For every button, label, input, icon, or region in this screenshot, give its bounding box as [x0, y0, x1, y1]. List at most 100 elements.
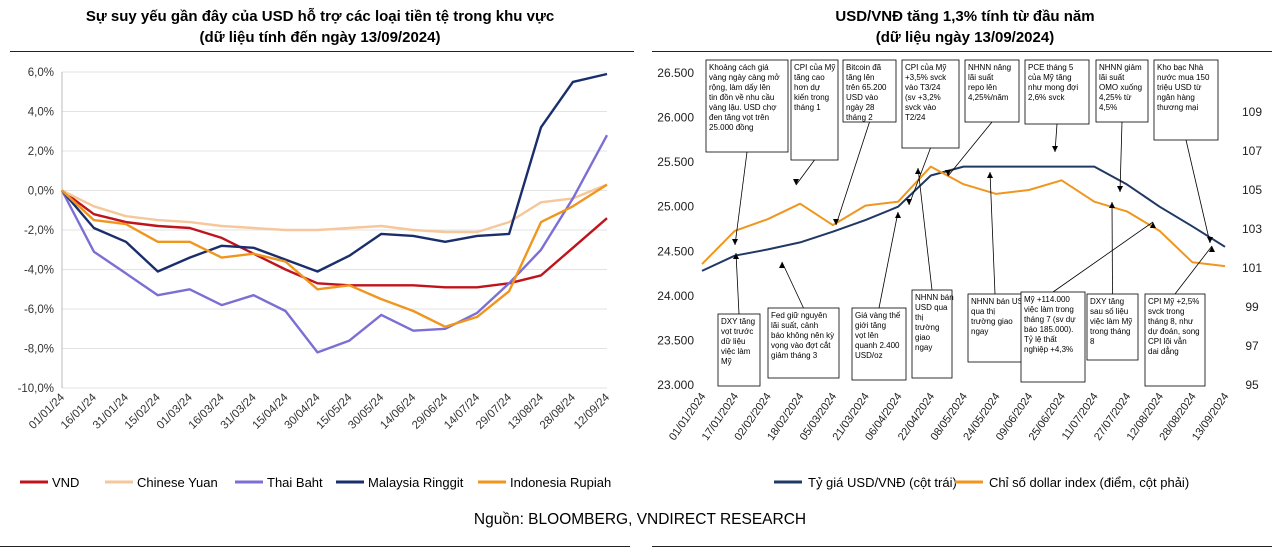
- annotation-box: [1144, 293, 1206, 387]
- annotation-arrow: [795, 159, 815, 186]
- annotation-arrow: [1111, 201, 1113, 295]
- annotation-arrow: [1052, 221, 1154, 293]
- annotation-text-line: dai dẳng: [1148, 347, 1179, 356]
- y-tick-label: -6,0%: [24, 304, 54, 316]
- annotation-box: [705, 59, 789, 153]
- y-tick-label: 6,0%: [28, 67, 54, 79]
- chart1-subtitle: (dữ liệu tính đến ngày 13/09/2024): [199, 29, 441, 46]
- y-left-tick-label: 24.500: [657, 244, 694, 258]
- annotation-arrowhead: [1117, 186, 1123, 192]
- y-right-tick-label: 107: [1242, 144, 1262, 158]
- annotation-text-line: Giá vàng thế: [855, 311, 901, 320]
- y-right-tick-label: 97: [1245, 339, 1259, 353]
- annotation-text-line: Kho bạc Nhà: [1157, 63, 1204, 72]
- annotation-box: [1153, 59, 1219, 141]
- annotation-text-line: lãi suất: [968, 73, 994, 82]
- annotation-text-line: NHNN nâng: [968, 63, 1011, 72]
- annotation-text-line: Khoảng cách giá: [709, 63, 769, 72]
- annotation-box: [790, 59, 839, 161]
- annotation-arrowhead: [915, 168, 921, 174]
- y-right-tick-label: 109: [1242, 105, 1262, 119]
- annotation-text-line: NHNN bán USD: [971, 297, 1029, 306]
- annotation-box: [1024, 59, 1090, 125]
- annotation-text-line: NHNN giảm: [1099, 63, 1142, 72]
- legend-label-thai-baht: Thai Baht: [267, 475, 323, 490]
- y-left-tick-label: 26.500: [657, 66, 694, 80]
- annotation-text: NHNN bán USD qua thị trường giao ngay: [915, 293, 954, 352]
- annotation-arrow: [734, 151, 748, 246]
- annotation-text-line: ngày 28: [846, 103, 875, 112]
- y-tick-label: 4,0%: [28, 107, 54, 119]
- annotation-text: Bitcoin đã tăng lên trên 65.200 USD vào ngày…: [846, 63, 887, 122]
- annotation-text-line: trong tháng: [1090, 327, 1130, 336]
- annotation-arrowhead: [987, 172, 993, 178]
- annotation-text-line: nghiệp +4,3%: [1024, 345, 1073, 354]
- annotation-text-line: báo 185.000).: [1024, 325, 1073, 334]
- series-line-thai-baht: [60, 134, 609, 354]
- annotation-text-line: Tỷ lệ thất: [1024, 335, 1058, 344]
- annotation-box: [911, 289, 953, 379]
- annotation-text-line: lãi suất, cảnh: [771, 321, 818, 330]
- annotation-text-line: DXY tăng: [721, 317, 755, 326]
- annotation-text-line: nước mua 150: [1157, 73, 1210, 82]
- annotation-text-line: tháng 1: [794, 103, 821, 112]
- y-right-tick-label: 95: [1245, 378, 1259, 392]
- annotation-text-line: của Mỹ tăng: [1028, 73, 1072, 82]
- chart1-svg: 6,0% 4,0% 2,0% 0,0% -2,0% -4,0% -6,0% -8,0% -10,…: [18, 67, 613, 490]
- annotation-arrowhead: [1052, 146, 1058, 152]
- series-line-vnd: [61, 189, 608, 289]
- annotation-text-line: Mỹ: [721, 357, 732, 366]
- annotation-text: DXY tăng vọt trước dữ liệu việc làm Mỹ: [721, 317, 755, 366]
- annotation-text-line: CPI của Mỹ: [794, 63, 835, 72]
- chart2-svg: 26.500 26.000 25.500 25.000 24.500 24.000 23.5…: [657, 59, 1262, 490]
- annotation-text-line: rộng, làm dấy lên: [709, 83, 770, 92]
- annotation-arrow: [989, 171, 996, 295]
- annotation-text-line: USD qua: [915, 303, 948, 312]
- annotation-text: PCE tháng 5 của Mỹ tăng như mong đợi 2,6% s…: [1028, 63, 1078, 102]
- annotation-text-line: việc làm Mỹ: [1090, 317, 1132, 326]
- annotation-text-line: Fed giữ nguyên: [771, 311, 827, 320]
- legend-label-malaysia-ringgit: Malaysia Ringgit: [368, 475, 464, 490]
- annotation-box: [967, 293, 1023, 363]
- annotation-text-line: vàng lậu. USD chợ: [709, 103, 777, 112]
- annotation-text-line: 4,25%/năm: [968, 93, 1009, 102]
- annotation-text-line: đen tăng vọt trên: [709, 113, 769, 122]
- annotation-arrow: [908, 147, 931, 206]
- legend-label-chinese-yuan: Chinese Yuan: [137, 475, 218, 490]
- annotation-text-line: vào T3/24: [905, 83, 941, 92]
- annotation-text-line: dữ liệu: [721, 337, 745, 346]
- annotation-text-line: vọng vào đợt cắt: [771, 341, 831, 350]
- annotation-text-line: tăng cao: [794, 73, 825, 82]
- y-left-tick-label: 25.500: [657, 155, 694, 169]
- annotation-text: CPI của Mỹ +3,5% svck vào T3/24 (sv +3,2% sv…: [905, 63, 947, 122]
- annotation-box: [1020, 291, 1086, 383]
- annotation-text-line: repo lên: [968, 83, 997, 92]
- annotation-text-line: 8: [1090, 337, 1095, 346]
- annotation-box: [901, 59, 960, 149]
- annotation-text-line: DXY tăng: [1090, 297, 1124, 306]
- annotation-text: NHNN giảm lãi suất OMO xuống 4,25% từ 4,5%: [1099, 63, 1142, 112]
- annotation-text-line: vọt lên: [855, 331, 879, 340]
- annotation-arrow: [917, 167, 933, 291]
- source-note: Nguồn: BLOOMBERG, VNDIRECT RESEARCH: [473, 511, 807, 528]
- annotation-text-line: việc làm: [721, 347, 751, 356]
- annotation-text: Giá vàng thế giới tăng vọt lên quanh 2.400 U…: [855, 311, 901, 360]
- chart1-top-rule: [10, 51, 634, 52]
- annotation-box: [717, 313, 761, 387]
- annotation-text-line: triệu USD từ: [1157, 83, 1202, 92]
- annotation-text-line: vọt trước: [721, 327, 753, 336]
- y-left-tick-label: 23.500: [657, 333, 694, 347]
- annotation-text: NHNN nâng lãi suất repo lên 4,25%/năm: [968, 63, 1011, 102]
- annotation-text-line: báo không nên kỳ: [771, 331, 834, 340]
- annotation-text-line: CPI lõi vẫn: [1148, 337, 1187, 346]
- annotation-text-line: trên 65.200: [846, 83, 887, 92]
- series-line-usd-vnd: [701, 165, 1226, 272]
- annotation-text-line: OMO xuống: [1099, 83, 1142, 92]
- x-tick-label: 12/09/24: [572, 391, 613, 432]
- annotation-arrowhead: [733, 253, 739, 259]
- annotation-text: DXY tăng sau số liệu việc làm Mỹ trong thán…: [1090, 297, 1132, 346]
- annotation-text-line: PCE tháng 5: [1028, 63, 1074, 72]
- annotation-text-line: tin đồn về nhu cầu: [709, 93, 774, 102]
- annotation-arrow: [947, 121, 993, 177]
- legend-label-vnd: VND: [52, 475, 79, 490]
